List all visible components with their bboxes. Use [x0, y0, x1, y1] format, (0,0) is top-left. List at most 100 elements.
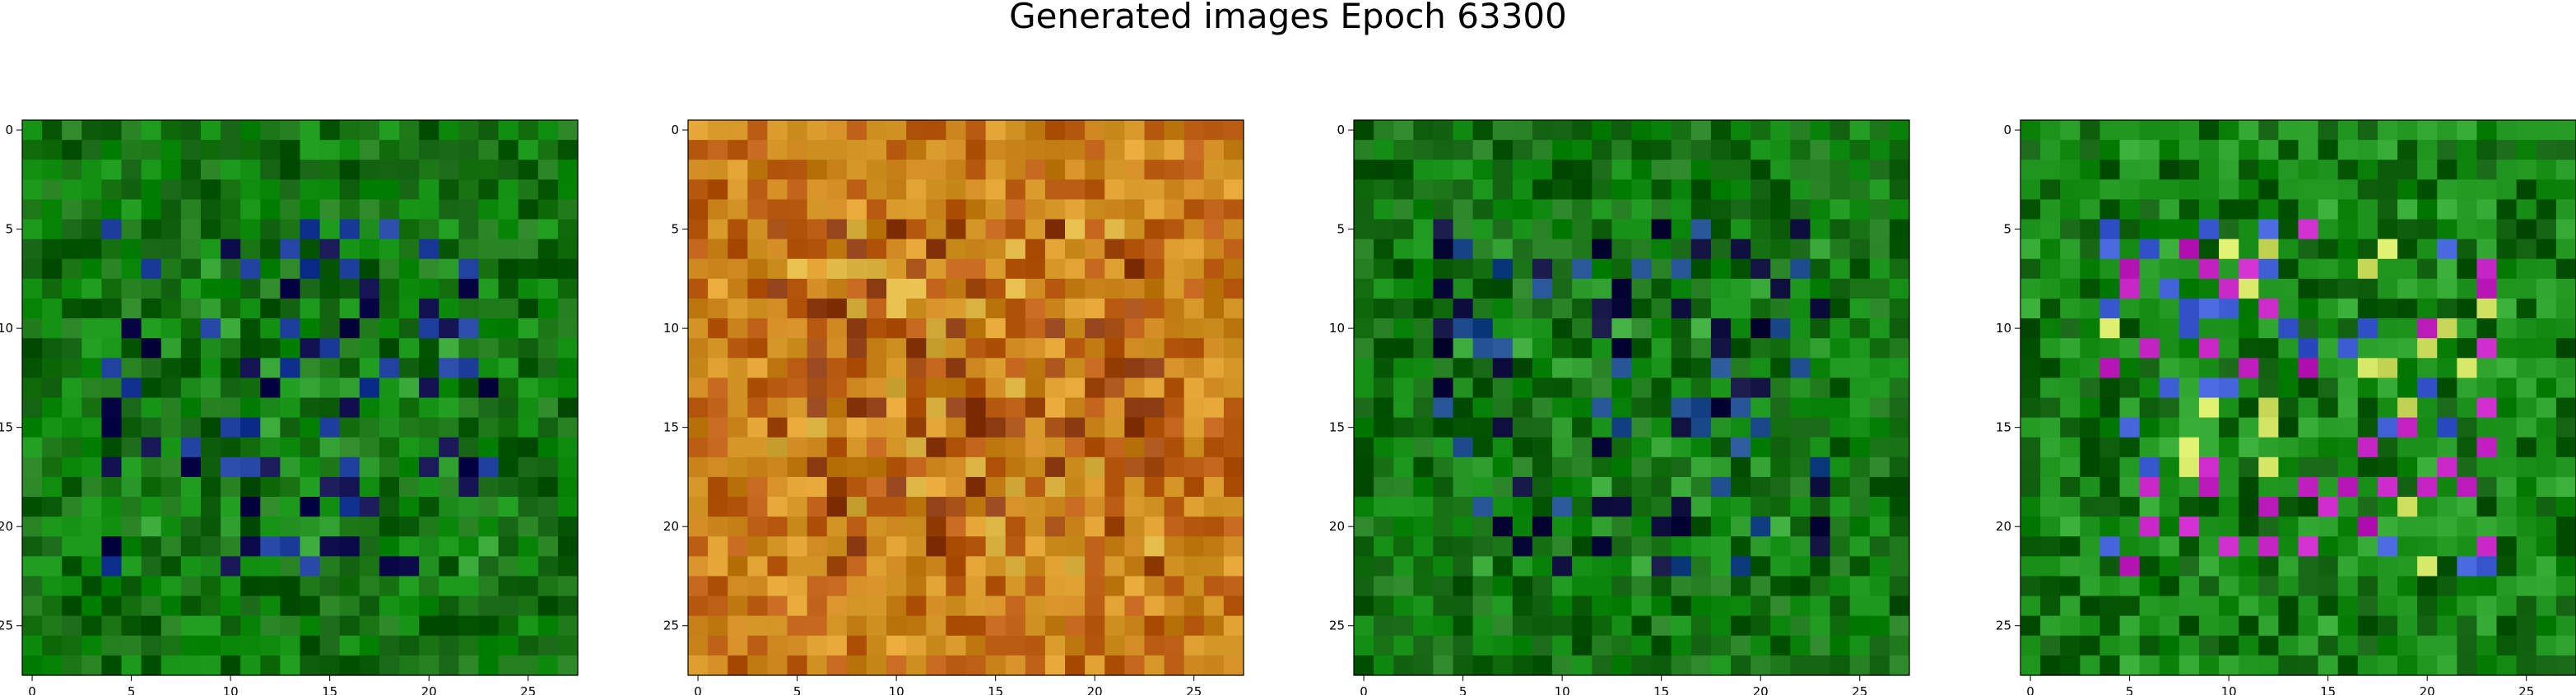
pixel — [1751, 140, 1771, 160]
pixel — [558, 259, 579, 280]
pixel — [42, 358, 63, 378]
pixel — [1830, 636, 1851, 656]
pixel — [1493, 576, 1514, 596]
pixel — [788, 616, 808, 637]
pixel — [42, 120, 63, 141]
pixel — [181, 398, 202, 419]
pixel — [2517, 656, 2537, 676]
pixel — [2358, 616, 2378, 637]
pixel — [2497, 656, 2518, 676]
pixel — [2556, 477, 2576, 498]
pixel — [142, 259, 162, 280]
pixel — [2020, 259, 2041, 280]
pixel — [926, 438, 946, 458]
pixel — [260, 358, 281, 378]
pixel — [827, 477, 848, 498]
pixel — [1611, 160, 1632, 180]
pixel — [906, 318, 927, 339]
pixel — [1453, 398, 1474, 419]
pixel — [847, 497, 867, 517]
pixel — [1632, 220, 1653, 240]
pixel — [906, 338, 927, 359]
pixel — [1592, 120, 1612, 141]
pixel — [1672, 160, 1692, 180]
pixel — [1731, 596, 1751, 617]
generated-image-pixels — [2020, 120, 2576, 676]
pixel — [1810, 318, 1830, 339]
pixel — [1085, 358, 1105, 378]
pixel — [1890, 378, 1910, 398]
pixel — [2278, 596, 2299, 617]
pixel — [767, 556, 788, 577]
pixel — [201, 279, 221, 299]
pixel — [122, 556, 142, 577]
pixel — [181, 338, 202, 359]
pixel — [101, 656, 122, 676]
pixel — [1453, 279, 1474, 299]
pixel — [1413, 556, 1434, 577]
pixel — [2160, 418, 2180, 438]
pixel — [122, 279, 142, 299]
pixel — [1045, 140, 1066, 160]
pixel — [62, 497, 82, 517]
pixel — [1552, 140, 1573, 160]
pixel — [2199, 239, 2220, 260]
pixel — [1045, 536, 1066, 557]
pixel — [807, 199, 828, 220]
pixel — [827, 398, 848, 419]
pixel — [2020, 378, 2041, 398]
pixel — [886, 517, 907, 537]
pixel — [966, 636, 987, 656]
pixel — [1413, 179, 1434, 200]
pixel — [2160, 220, 2180, 240]
pixel — [518, 358, 539, 378]
pixel — [1890, 160, 1910, 180]
pixel — [142, 398, 162, 419]
pixel — [2437, 179, 2457, 200]
pixel — [340, 318, 360, 339]
pixel — [1085, 179, 1105, 200]
pixel — [2556, 596, 2576, 617]
pixel — [2318, 418, 2339, 438]
pixel — [2338, 398, 2359, 419]
pixel — [1611, 318, 1632, 339]
pixel — [1850, 457, 1871, 478]
pixel — [538, 398, 559, 419]
pixel — [2457, 477, 2477, 498]
y-tick-label: 5 — [671, 222, 679, 237]
pixel — [1085, 656, 1105, 676]
pixel — [1572, 120, 1593, 141]
pixel — [22, 299, 43, 319]
pixel — [2060, 179, 2081, 200]
pixel — [1652, 239, 1672, 260]
pixel — [2378, 140, 2398, 160]
pixel — [499, 536, 519, 557]
pixel — [360, 477, 380, 498]
pixel — [2437, 438, 2457, 458]
pixel — [1711, 179, 1732, 200]
pixel — [2160, 457, 2180, 478]
pixel — [2258, 140, 2279, 160]
pixel — [1850, 517, 1871, 537]
pixel — [1433, 438, 1453, 458]
pixel — [2476, 318, 2497, 339]
pixel — [1751, 517, 1771, 537]
pixel — [1473, 259, 1494, 280]
pixel — [767, 616, 788, 637]
pixel — [81, 239, 102, 260]
pixel — [1413, 656, 1434, 676]
pixel — [1124, 596, 1145, 617]
pixel — [1770, 179, 1791, 200]
pixel — [1354, 536, 1374, 557]
pixel — [1104, 120, 1125, 141]
pixel — [1850, 477, 1871, 498]
pixel — [1453, 596, 1474, 617]
pixel — [458, 438, 479, 458]
pixel — [1493, 239, 1514, 260]
pixel — [379, 616, 400, 637]
pixel — [478, 120, 499, 141]
pixel — [688, 259, 709, 280]
pixel — [2219, 418, 2239, 438]
pixel — [946, 358, 966, 378]
pixel — [1513, 536, 1533, 557]
